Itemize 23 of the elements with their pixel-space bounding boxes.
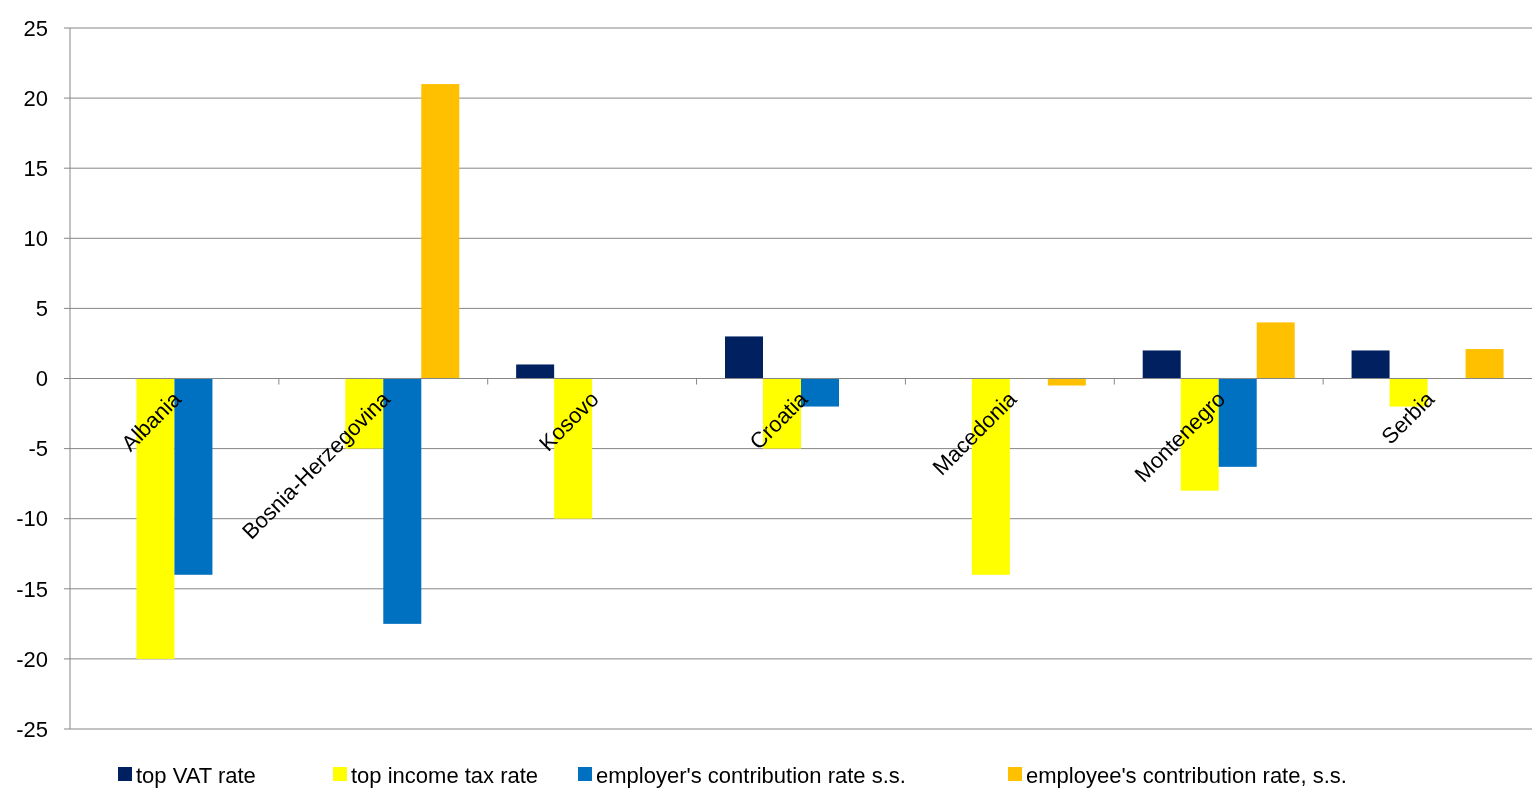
legend-label: employer's contribution rate s.s. bbox=[596, 763, 906, 789]
legend-label: top income tax rate bbox=[351, 763, 539, 789]
legend-label: top VAT rate bbox=[136, 763, 256, 789]
bar bbox=[1047, 378, 1086, 386]
y-tick-label: 20 bbox=[23, 85, 48, 111]
bar bbox=[725, 336, 763, 379]
y-tick-label: -25 bbox=[16, 716, 48, 742]
y-tick-label: 10 bbox=[23, 226, 48, 251]
bar bbox=[421, 84, 460, 379]
y-tick-label: -20 bbox=[16, 646, 48, 672]
y-tick-label: 15 bbox=[23, 155, 48, 181]
y-tick-label: 25 bbox=[23, 15, 48, 41]
bar bbox=[1351, 350, 1390, 379]
y-tick-label: 0 bbox=[35, 366, 48, 392]
bar bbox=[1256, 322, 1295, 379]
bar bbox=[1142, 350, 1181, 379]
y-tick-label: -10 bbox=[16, 506, 48, 532]
y-tick-label: 5 bbox=[35, 296, 48, 322]
legend-label: employee's contribution rate, s.s. bbox=[1026, 763, 1347, 789]
bar bbox=[1465, 349, 1504, 379]
y-tick-label: -15 bbox=[16, 576, 48, 602]
bar bbox=[516, 364, 555, 379]
y-tick-label: -5 bbox=[28, 436, 48, 462]
